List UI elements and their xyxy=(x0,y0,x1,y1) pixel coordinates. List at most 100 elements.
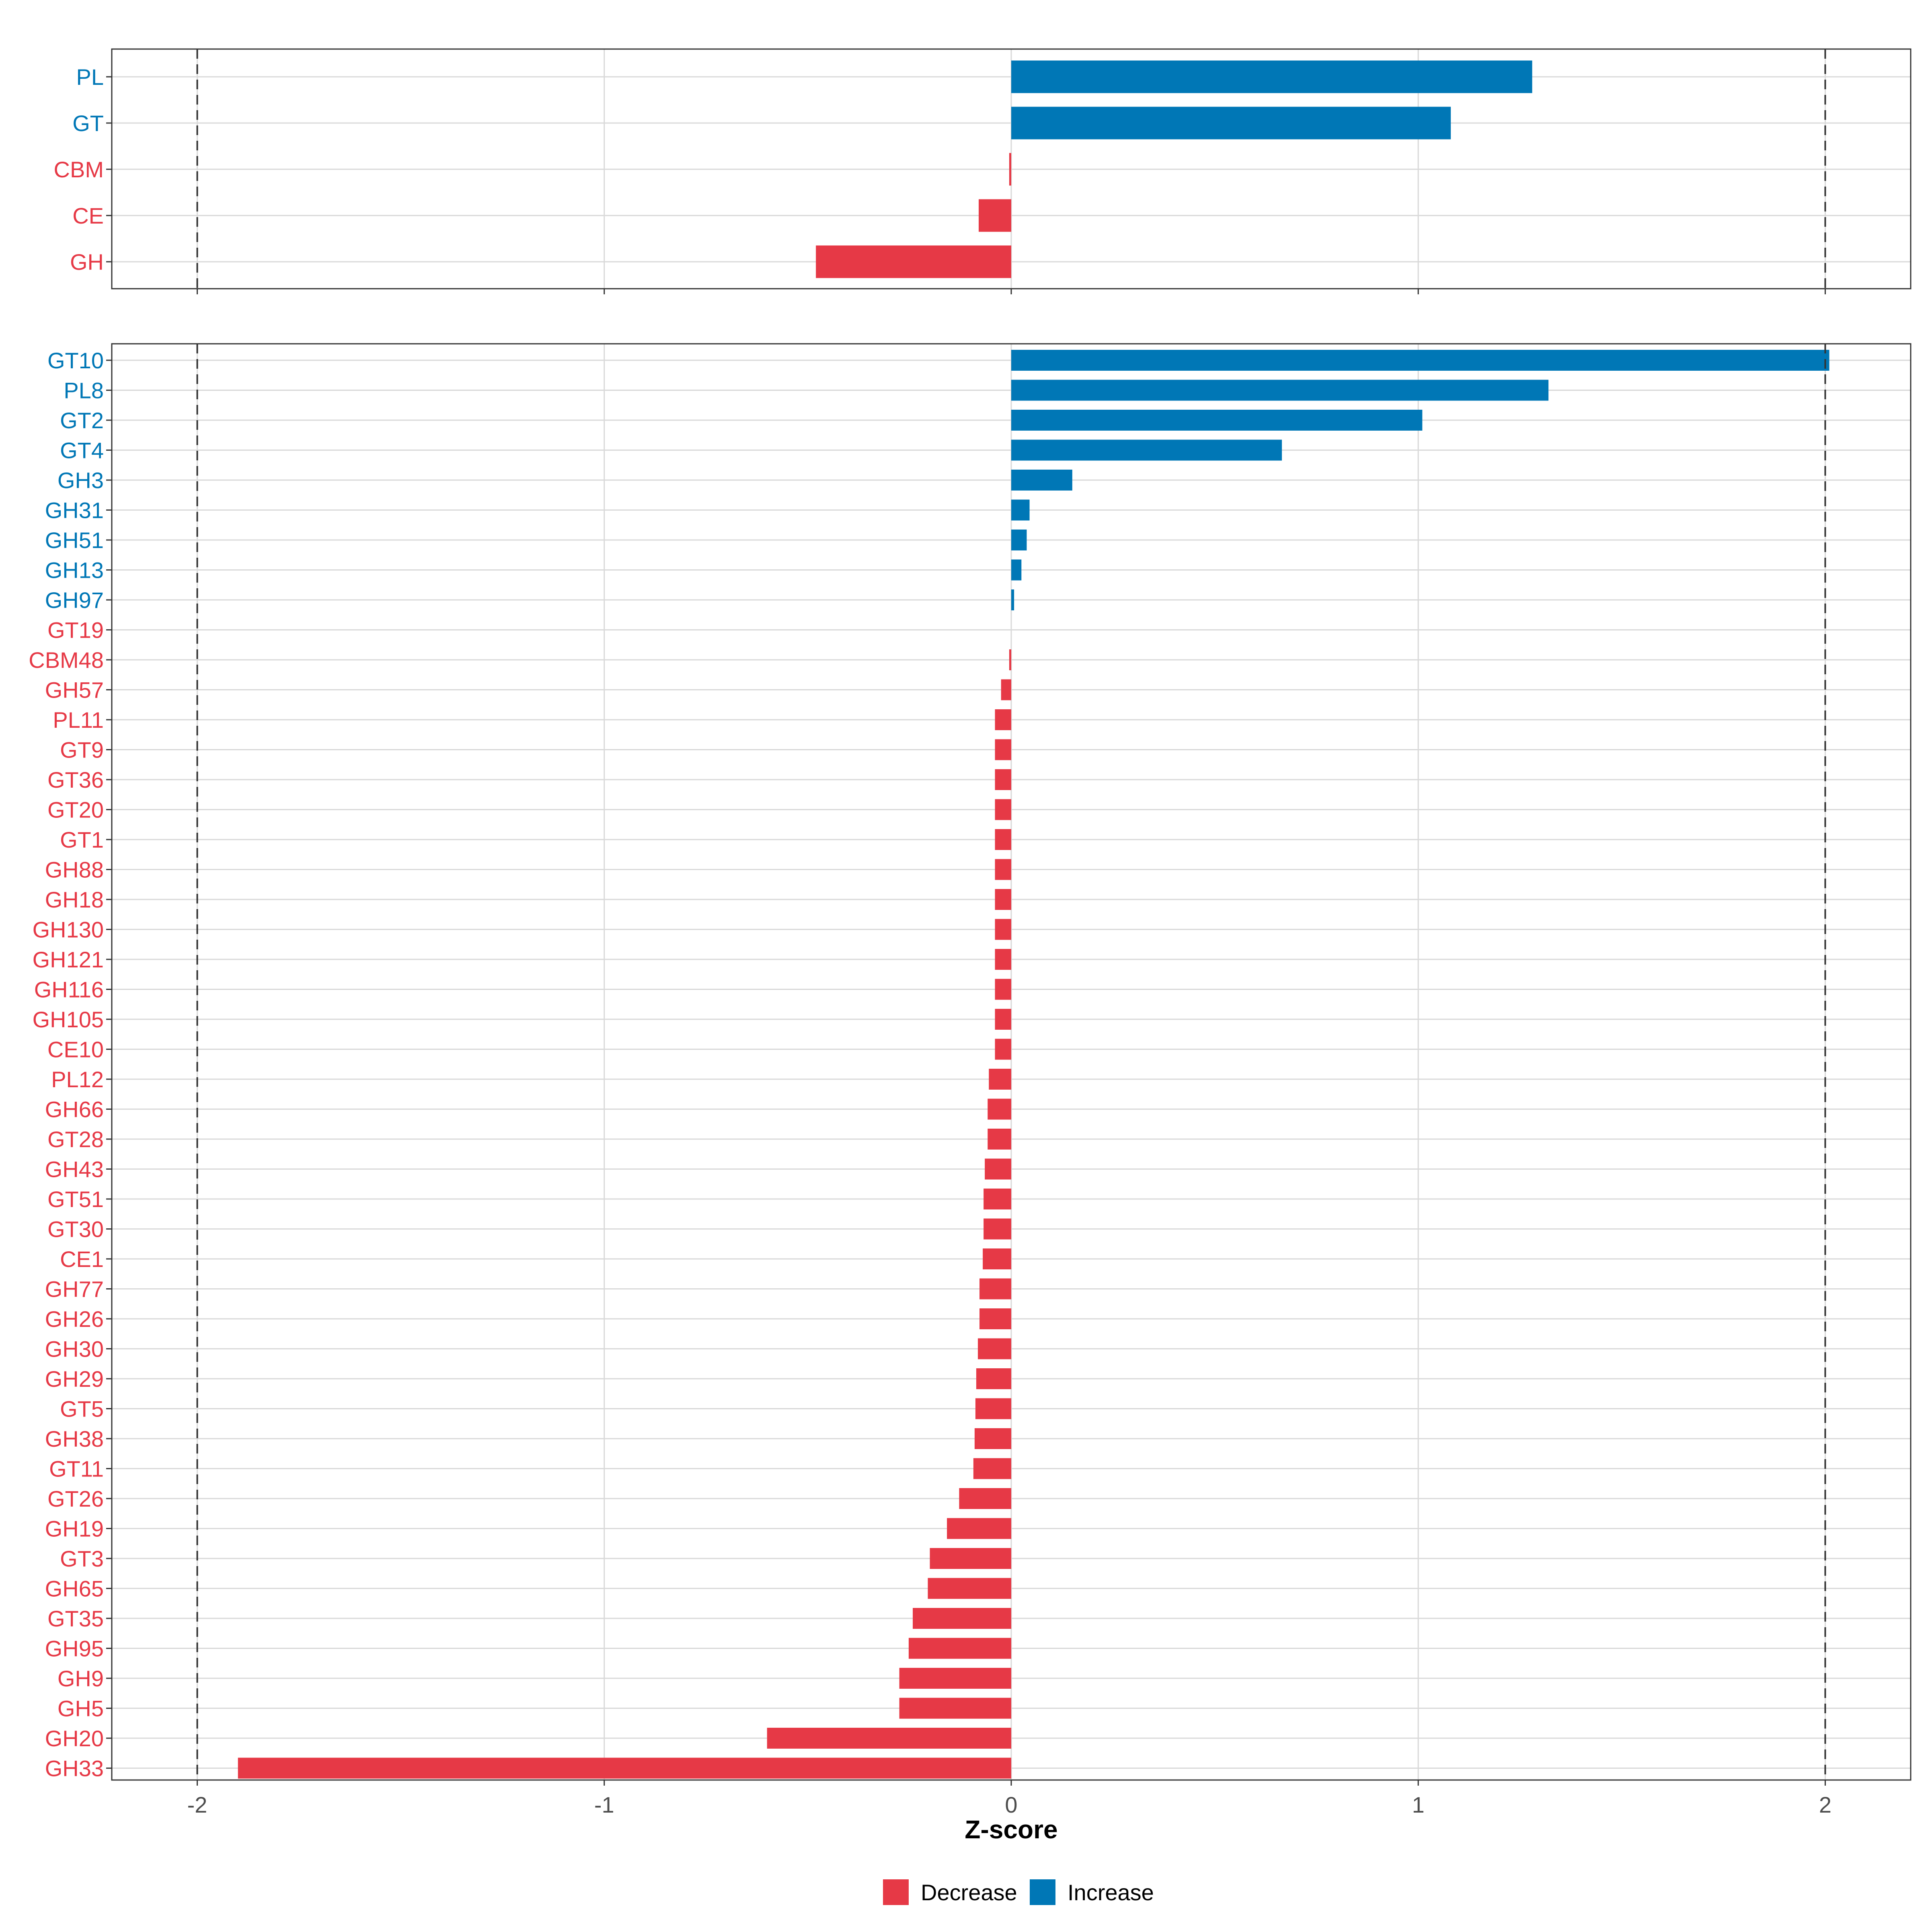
bottom-bar-GH31 xyxy=(1011,499,1030,521)
bottom-bar-GH88 xyxy=(995,859,1011,880)
bottom-category-label-GT30: GT30 xyxy=(47,1217,104,1242)
bottom-category-label-CE1: CE1 xyxy=(60,1246,104,1272)
bottom-bar-GH65 xyxy=(928,1578,1011,1599)
top-bar-GH xyxy=(816,245,1011,278)
bottom-category-label-GT11: GT11 xyxy=(49,1456,104,1482)
bottom-bar-GH5 xyxy=(899,1698,1011,1719)
bottom-bar-GH3 xyxy=(1011,470,1072,491)
top-category-label-GT: GT xyxy=(72,111,104,136)
bottom-category-label-GH77: GH77 xyxy=(45,1277,104,1302)
x-axis-title: Z-score xyxy=(965,1815,1057,1844)
top-category-label-PL: PL xyxy=(76,64,104,90)
top-bar-CBM xyxy=(1009,153,1011,186)
bottom-bar-GH13 xyxy=(1011,559,1022,581)
bottom-category-label-GH130: GH130 xyxy=(33,917,104,942)
bottom-bar-GH18 xyxy=(995,889,1011,910)
bottom-category-label-GH19: GH19 xyxy=(45,1516,104,1542)
bottom-category-label-GT20: GT20 xyxy=(47,797,104,823)
bottom-category-label-GT36: GT36 xyxy=(47,767,104,793)
bottom-bar-GT10 xyxy=(1011,350,1829,371)
bottom-category-label-GH88: GH88 xyxy=(45,857,104,883)
bottom-category-label-GT19: GT19 xyxy=(47,618,104,643)
bottom-category-label-GH5: GH5 xyxy=(57,1696,104,1721)
bottom-category-label-GH26: GH26 xyxy=(45,1306,104,1332)
bottom-category-label-GH116: GH116 xyxy=(34,977,104,1002)
bottom-bar-GH105 xyxy=(995,1009,1011,1030)
bottom-bar-GH51 xyxy=(1011,530,1027,550)
bottom-category-label-CBM48: CBM48 xyxy=(29,647,104,673)
bottom-category-label-GH20: GH20 xyxy=(45,1726,104,1751)
top-panel: PL GT CBM CE GH xyxy=(54,48,1912,294)
bottom-category-label-GH30: GH30 xyxy=(45,1337,104,1362)
bottom-panel: GT10 PL8 GT2 GT4 GH3 GH31 GH51 GH13 GH97 GT19 CBM4… xyxy=(29,343,1912,1786)
bottom-bar-GT26 xyxy=(959,1488,1011,1509)
x-tick-label-0: -2 xyxy=(187,1792,207,1817)
legend-label-decrease: Decrease xyxy=(921,1880,1017,1905)
bottom-category-label-GH121: GH121 xyxy=(33,947,104,972)
bottom-category-label-GH18: GH18 xyxy=(45,887,104,912)
bottom-bar-GH116 xyxy=(995,979,1011,1000)
legend-label-increase: Increase xyxy=(1068,1880,1154,1905)
bottom-bar-GH43 xyxy=(985,1158,1011,1180)
top-category-label-CE: CE xyxy=(72,203,104,228)
x-tick-label-3: 1 xyxy=(1412,1792,1425,1817)
bottom-bar-CE10 xyxy=(995,1039,1011,1060)
bottom-bar-GT11 xyxy=(973,1458,1011,1479)
top-bar-PL xyxy=(1011,60,1532,93)
bottom-bar-GT28 xyxy=(988,1129,1011,1150)
bottom-bar-GH20 xyxy=(767,1728,1011,1749)
bottom-bar-GH26 xyxy=(979,1308,1011,1329)
bottom-category-label-PL8: PL8 xyxy=(64,378,104,403)
bottom-category-label-GH43: GH43 xyxy=(45,1157,104,1182)
bottom-category-label-GT10: GT10 xyxy=(47,348,104,373)
bottom-category-label-GT2: GT2 xyxy=(60,408,104,433)
bottom-bar-GH33 xyxy=(238,1757,1011,1779)
bottom-bar-GH19 xyxy=(947,1518,1011,1539)
bottom-category-label-GH65: GH65 xyxy=(45,1576,104,1601)
bottom-bar-GT1 xyxy=(995,829,1011,850)
bottom-category-label-GT26: GT26 xyxy=(47,1486,104,1511)
x-axis: -2 -1 0 1 2 xyxy=(187,1792,1831,1817)
bottom-bar-GH121 xyxy=(995,949,1011,970)
bottom-bar-GH57 xyxy=(1001,679,1011,700)
x-tick-label-2: 0 xyxy=(1005,1792,1017,1817)
bottom-bar-GT36 xyxy=(995,769,1011,790)
x-tick-label-1: -1 xyxy=(594,1792,614,1817)
bottom-bar-GH30 xyxy=(977,1338,1011,1359)
x-tick-label-4: 2 xyxy=(1819,1792,1831,1817)
bottom-category-label-GT9: GT9 xyxy=(60,737,104,763)
bottom-category-label-GH9: GH9 xyxy=(57,1666,104,1691)
top-bar-CE xyxy=(979,199,1011,232)
bottom-category-label-GH31: GH31 xyxy=(45,498,104,523)
bottom-category-label-GH105: GH105 xyxy=(33,1007,104,1032)
bottom-bar-GH38 xyxy=(974,1428,1011,1449)
bottom-bar-GH130 xyxy=(995,919,1011,940)
bottom-bar-GT20 xyxy=(995,799,1011,820)
bottom-bar-GH95 xyxy=(908,1638,1011,1659)
bottom-category-label-GH66: GH66 xyxy=(45,1097,104,1122)
bottom-category-label-GH57: GH57 xyxy=(45,678,104,703)
bottom-bar-GT2 xyxy=(1011,410,1423,431)
bottom-bar-GT35 xyxy=(913,1608,1011,1629)
bottom-category-label-GH29: GH29 xyxy=(45,1366,104,1392)
bottom-category-label-GH33: GH33 xyxy=(45,1756,104,1781)
bottom-bar-GH9 xyxy=(899,1668,1011,1689)
bottom-category-label-GH97: GH97 xyxy=(45,587,104,613)
legend-swatch-increase xyxy=(1030,1879,1055,1905)
bottom-bar-GT5 xyxy=(975,1398,1011,1419)
bottom-category-label-GH51: GH51 xyxy=(45,528,104,553)
top-category-label-GH: GH xyxy=(70,249,104,275)
bottom-category-label-GT3: GT3 xyxy=(60,1546,104,1571)
bottom-category-label-GT35: GT35 xyxy=(47,1606,104,1631)
bottom-bar-PL11 xyxy=(995,709,1011,730)
bottom-category-label-GT5: GT5 xyxy=(60,1396,104,1422)
legend-swatch-decrease xyxy=(883,1879,909,1905)
bottom-bar-PL8 xyxy=(1011,380,1549,401)
bottom-category-label-GT28: GT28 xyxy=(47,1127,104,1152)
bottom-bar-GH77 xyxy=(979,1278,1011,1300)
legend: Decrease Increase xyxy=(883,1879,1154,1905)
top-category-label-CBM: CBM xyxy=(54,157,104,182)
bottom-category-label-CE10: CE10 xyxy=(47,1037,104,1062)
